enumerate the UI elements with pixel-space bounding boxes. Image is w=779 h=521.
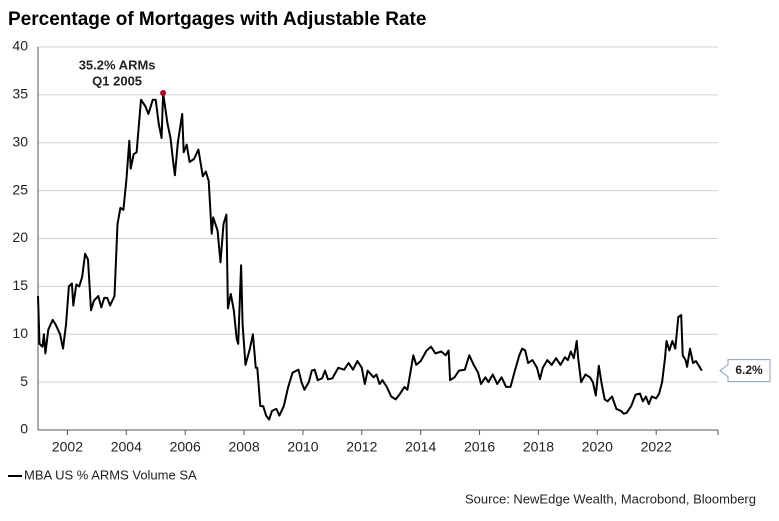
y-tick-label: 0 [20,421,28,437]
y-tick-label: 20 [12,229,28,245]
x-tick-label: 2014 [405,439,436,455]
source: Source: NewEdge Wealth, Macrobond, Bloom… [465,491,756,506]
x-tick-label: 2006 [170,439,201,455]
y-tick-label: 35 [12,86,28,102]
x-tick-label: 2004 [111,439,142,455]
x-tick-label: 2002 [52,439,83,455]
x-tick-label: 2012 [346,439,377,455]
x-tick-label: 2016 [464,439,495,455]
y-tick-label: 40 [12,38,28,54]
y-tick-label: 30 [12,133,28,149]
x-tick-label: 2008 [228,439,259,455]
line-series [37,92,703,421]
x-tick-label: 2022 [641,439,672,455]
annotation: Q1 2005 [92,73,142,88]
x-tick-label: 2010 [287,439,318,455]
annotation: 35.2% ARMs [79,57,156,72]
y-tick-label: 5 [20,373,28,389]
y-tick-label: 15 [12,277,28,293]
x-tick-label: 2020 [582,439,613,455]
y-tick-label: 10 [12,325,28,341]
chart-title: Percentage of Mortgages with Adjustable … [8,9,426,30]
y-tick-label: 25 [12,181,28,197]
peak-marker [160,89,167,96]
legend-label: MBA US % ARMS Volume SA [24,467,197,482]
end-label: 6.2% [735,363,763,377]
x-tick-label: 2018 [523,439,554,455]
end-label-box [719,359,771,383]
